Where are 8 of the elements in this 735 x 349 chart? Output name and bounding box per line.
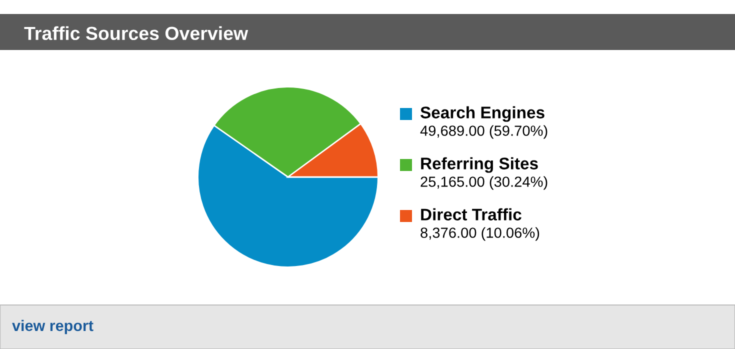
text: view report [12,320,94,334]
legend-label: Direct Traffic [421,208,522,220]
data-label: 49,689.00 (59.70%) [420,125,548,139]
data-label: 25,165.00 (30.24%) [420,176,548,190]
legend-label: Search Engines [420,106,544,122]
data-label: 8,376.00 (10.06%) [420,227,540,241]
legend-label: Referring Sites [421,157,538,173]
chart-title: Traffic Sources Overview [24,26,248,40]
